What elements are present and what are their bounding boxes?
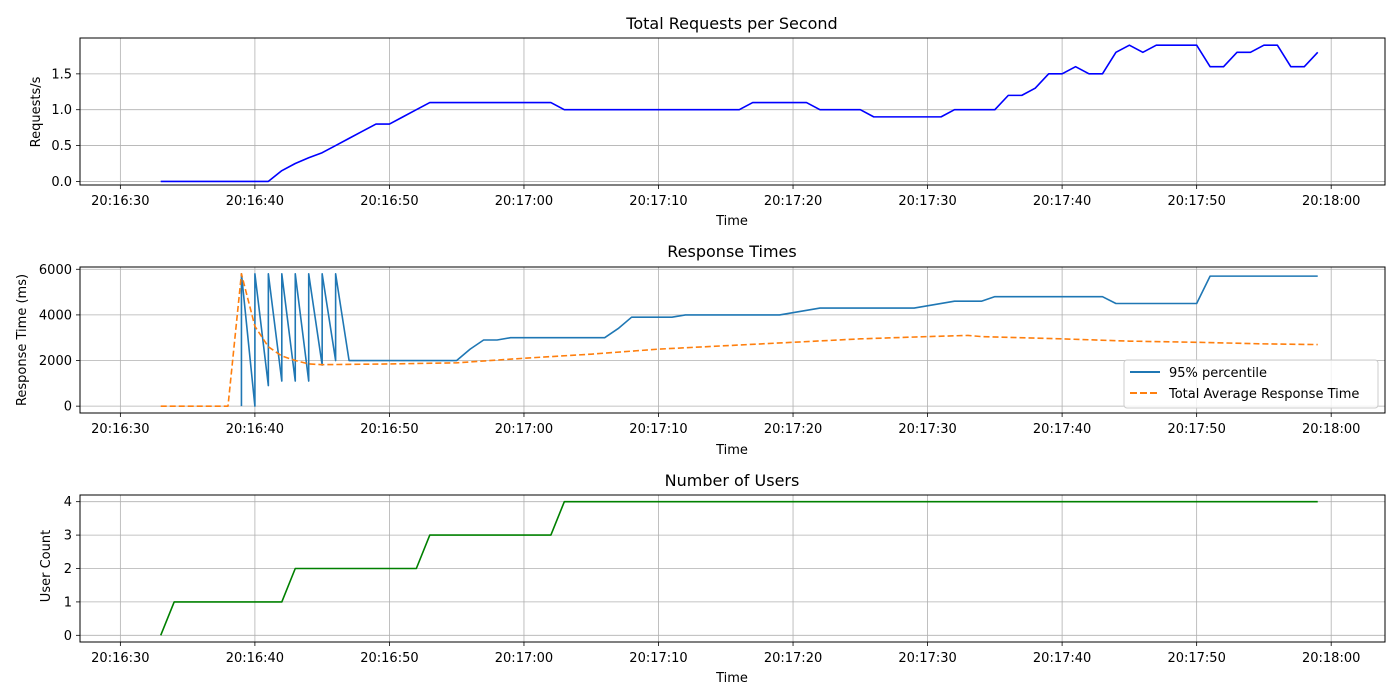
y-tick-label: 0 [64, 629, 72, 644]
x-tick-label: 20:17:30 [898, 651, 956, 666]
x-tick-label: 20:16:50 [360, 422, 418, 437]
y-tick-label: 1 [64, 595, 72, 610]
users-chart-title: Number of Users [665, 471, 800, 490]
x-tick-label: 20:18:00 [1302, 422, 1360, 437]
x-tick-label: 20:17:50 [1167, 651, 1225, 666]
requests-chart-x-ticks: 20:16:30 20:16:40 20:16:50 20:17:00 20:17:10… [91, 185, 1360, 209]
response-times-chart-series-95-percentile-line [240, 273, 1318, 407]
users-chart-series [159, 500, 1318, 636]
y-tick-label: 0.0 [51, 175, 72, 190]
x-tick-label: 20:17:30 [898, 194, 956, 209]
response-times-chart-series-total-average-response-time-line [160, 273, 1318, 407]
x-tick-label: 20:16:30 [91, 422, 149, 437]
requests-chart-grid [80, 38, 1385, 185]
y-tick-label: 0 [64, 400, 72, 415]
y-tick-label: 2000 [39, 354, 72, 369]
legend-label-avg: Total Average Response Time [1168, 387, 1359, 402]
x-tick-label: 20:17:10 [629, 194, 687, 209]
requests-chart-frame [79, 37, 1386, 186]
requests-chart-y-ticks: 0.0 0.5 1.0 1.5 [51, 67, 80, 190]
x-tick-label: 20:16:30 [91, 651, 149, 666]
x-tick-label: 20:16:30 [91, 194, 149, 209]
users-chart-y-ticks: 0 1 2 3 4 [64, 495, 80, 644]
x-tick-label: 20:17:20 [764, 651, 822, 666]
x-tick-label: 20:17:30 [898, 422, 956, 437]
y-tick-label: 1.5 [51, 67, 72, 82]
x-tick-label: 20:17:00 [495, 194, 553, 209]
response-times-legend: 95% percentile Total Average Response Ti… [1123, 359, 1379, 409]
response-times-chart-y-ticks: 0 2000 4000 6000 [39, 263, 80, 415]
users-chart: Number of Users 20:16:30 20:16:40 20:16:50… [39, 471, 1386, 686]
x-tick-label: 20:16:50 [360, 651, 418, 666]
x-tick-label: 20:17:50 [1167, 422, 1225, 437]
x-tick-label: 20:18:00 [1302, 651, 1360, 666]
x-tick-label: 20:17:40 [1033, 422, 1091, 437]
requests-chart-series-0-line [160, 44, 1319, 183]
response-times-chart: Response Times 20:16:30 20:16:40 20:16:50 2… [15, 242, 1386, 458]
x-tick-label: 20:17:20 [764, 194, 822, 209]
x-tick-label: 20:17:10 [629, 422, 687, 437]
y-tick-label: 6000 [39, 263, 72, 278]
users-chart-y-label: User Count [39, 530, 54, 602]
x-tick-label: 20:16:50 [360, 194, 418, 209]
x-tick-label: 20:16:40 [226, 194, 284, 209]
response-times-chart-x-ticks: 20:16:30 20:16:40 20:16:50 20:17:00 20:17:10… [91, 413, 1360, 437]
x-tick-label: 20:17:00 [495, 422, 553, 437]
users-chart-x-ticks: 20:16:30 20:16:40 20:16:50 20:17:00 20:17:10… [91, 642, 1360, 666]
x-tick-label: 20:17:50 [1167, 194, 1225, 209]
x-tick-label: 20:17:00 [495, 651, 553, 666]
requests-chart: Total Requests per Second 20:16:30 20:16:… [29, 14, 1386, 229]
y-tick-label: 1.0 [51, 103, 72, 118]
y-tick-label: 2 [64, 562, 72, 577]
requests-chart-x-label: Time [715, 214, 748, 229]
response-times-chart-title: Response Times [667, 242, 796, 261]
x-tick-label: 20:17:40 [1033, 194, 1091, 209]
users-chart-series-0-line [159, 500, 1318, 636]
response-times-chart-frame [79, 266, 1386, 414]
y-tick-label: 4 [64, 495, 72, 510]
requests-chart-y-label: Requests/s [29, 76, 44, 147]
y-tick-label: 0.5 [51, 139, 72, 154]
x-tick-label: 20:17:20 [764, 422, 822, 437]
requests-chart-series [160, 44, 1319, 183]
response-times-chart-y-label: Response Time (ms) [15, 274, 30, 406]
y-tick-label: 4000 [39, 308, 72, 323]
legend-box [1123, 359, 1379, 409]
users-chart-x-label: Time [715, 671, 748, 686]
requests-chart-title: Total Requests per Second [625, 14, 837, 33]
x-tick-label: 20:17:40 [1033, 651, 1091, 666]
legend-label-p95: 95% percentile [1169, 366, 1267, 381]
response-times-chart-x-label: Time [715, 443, 748, 458]
response-times-chart-series [160, 273, 1318, 407]
x-tick-label: 20:16:40 [226, 651, 284, 666]
y-tick-label: 3 [64, 529, 72, 544]
x-tick-label: 20:17:10 [629, 651, 687, 666]
x-tick-label: 20:16:40 [226, 422, 284, 437]
x-tick-label: 20:18:00 [1302, 194, 1360, 209]
